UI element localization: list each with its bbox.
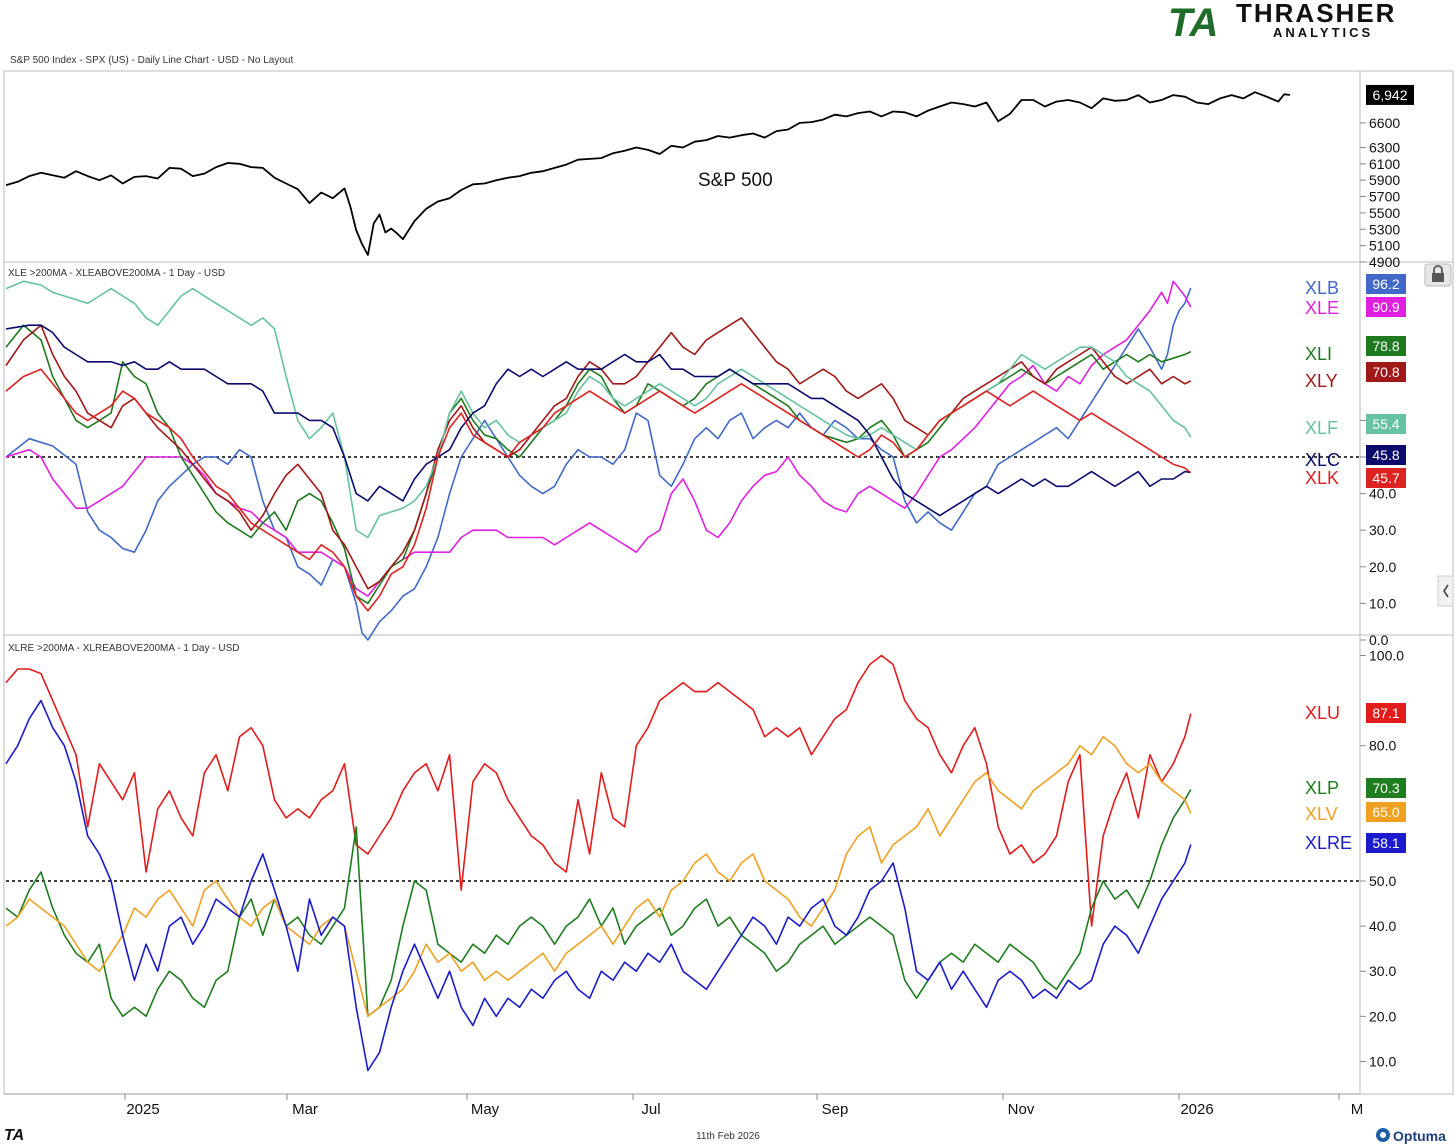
breadth-panel-1-frame [3,261,1454,636]
last-value-badge-xle [1366,297,1406,317]
brand-monogram: TA [1168,1,1218,45]
series-line-xlp [5,789,1192,1018]
series-name-label-xle: XLE [1305,298,1339,318]
last-value-text-xli: 78.8 [1372,338,1399,354]
x-tick-label: 2026 [1180,1101,1213,1118]
y-tick-label: 0.0 [1369,632,1389,648]
chevron-left-icon[interactable] [1437,575,1454,607]
x-tick-label: 2025 [126,1101,159,1118]
y-tick-label: 30.0 [1369,963,1396,979]
y-tick-label: 10.0 [1369,595,1396,611]
y-tick-label: 20.0 [1369,559,1396,575]
last-value-badge-xlb [1366,274,1406,294]
series-name-label-xlv: XLV [1305,804,1338,824]
footer-date: 11th Feb 2026 [696,1131,760,1142]
last-value-badge-xlk [1366,468,1406,488]
y-tick-label: 6300 [1369,139,1400,155]
y-tick-label: 5900 [1369,172,1400,188]
spx-panel-header: S&P 500 Index - SPX (US) - Daily Line Ch… [10,55,293,66]
series-line-xlu [5,654,1192,927]
y-tick-label: 30.0 [1369,522,1396,538]
series-line-xle [5,280,1192,597]
y-tick-label: 5300 [1369,221,1400,237]
brand-name: THRASHER [1236,0,1396,28]
last-value-text-xly: 70.8 [1372,364,1399,380]
last-value-text-xlf: 55.4 [1372,416,1399,432]
y-tick-label: 50.0 [1369,873,1396,889]
x-tick-label: M [1351,1101,1364,1118]
y-tick-label: 5100 [1369,238,1400,254]
optuma-label: Optuma [1393,1128,1446,1144]
y-tick-label: 40.0 [1369,486,1396,502]
series-name-label-xlp: XLP [1305,778,1339,798]
x-tick-label: Sep [822,1101,849,1118]
series-line-spx [5,91,1291,256]
y-tick-label: 6100 [1369,156,1400,172]
y-tick-label: 40.0 [1369,918,1396,934]
last-value-text-xlv: 65.0 [1372,804,1399,820]
last-value-text-xlp: 70.3 [1372,780,1399,796]
series-line-xlv [5,735,1192,1018]
series-name-label-xlk: XLK [1305,468,1339,488]
series-line-xly [5,317,1192,590]
series-name-label-xli: XLI [1305,344,1332,364]
series-line-xlc [5,324,1191,517]
last-value-badge-xlu [1366,703,1406,723]
series-name-label-xlre: XLRE [1305,833,1352,853]
last-value-badge-xlv [1366,802,1406,822]
last-value-text-xlc: 45.8 [1372,447,1399,463]
last-value-badge-xly [1366,362,1406,382]
series-line-xlb [5,287,1192,641]
x-tick-label: Nov [1008,1101,1035,1118]
series-line-xlre [5,699,1192,1072]
brand-sub: ANALYTICS [1273,25,1373,40]
y-tick-label: 5700 [1369,189,1400,205]
breadth-panel-2-frame [3,634,1454,1095]
breadth-panel-2-header: XLRE >200MA - XLREABOVE200MA - 1 Day - U… [8,643,239,654]
last-value-badge-xlc [1366,445,1406,465]
series-name-label-xlc: XLC [1305,450,1340,470]
optuma-logo: Optuma [1376,1128,1446,1144]
brand-logo: TA THRASHER ANALYTICS [1168,0,1396,45]
last-value-text-xlu: 87.1 [1372,705,1399,721]
lock-icon[interactable] [1424,263,1452,287]
last-value-text-xlk: 45.7 [1372,470,1399,486]
spx-annotation: S&P 500 [698,170,773,191]
y-tick-label: 10.0 [1369,1053,1396,1069]
last-value-badge-xli [1366,336,1406,356]
y-tick-label: 20.0 [1369,1008,1396,1024]
series-name-label-xly: XLY [1305,371,1338,391]
series-name-label-xlf: XLF [1305,418,1338,438]
series-name-label-xlu: XLU [1305,703,1340,723]
y-tick-label: 5500 [1369,205,1400,221]
last-value-badge-xlp [1366,778,1406,798]
last-value-badge-spx [1366,84,1414,105]
series-name-label-xlb: XLB [1305,278,1339,298]
y-tick-label: 80.0 [1369,738,1396,754]
last-value-text-xlb: 96.2 [1372,276,1399,292]
last-value-text-xlre: 58.1 [1372,835,1399,851]
series-line-xlf [5,280,1192,539]
breadth-panel-1-header: XLE >200MA - XLEABOVE200MA - 1 Day - USD [8,268,225,279]
last-value-badge-xlf [1366,414,1406,434]
spx-panel-frame [3,70,1454,263]
x-tick-label: Jul [641,1101,660,1118]
last-value-text-xle: 90.9 [1372,299,1399,315]
x-tick-label: May [471,1101,500,1118]
series-line-xlk [5,368,1192,612]
x-tick-label: Mar [292,1101,318,1118]
footer-logo: TA [4,1127,24,1144]
last-value-badge-xlre [1366,833,1406,853]
y-tick-label: 4900 [1369,254,1400,270]
y-tick-label: 6600 [1369,115,1400,131]
y-tick-label: 100.0 [1369,648,1404,664]
last-value-text-spx: 6,942 [1372,87,1407,103]
